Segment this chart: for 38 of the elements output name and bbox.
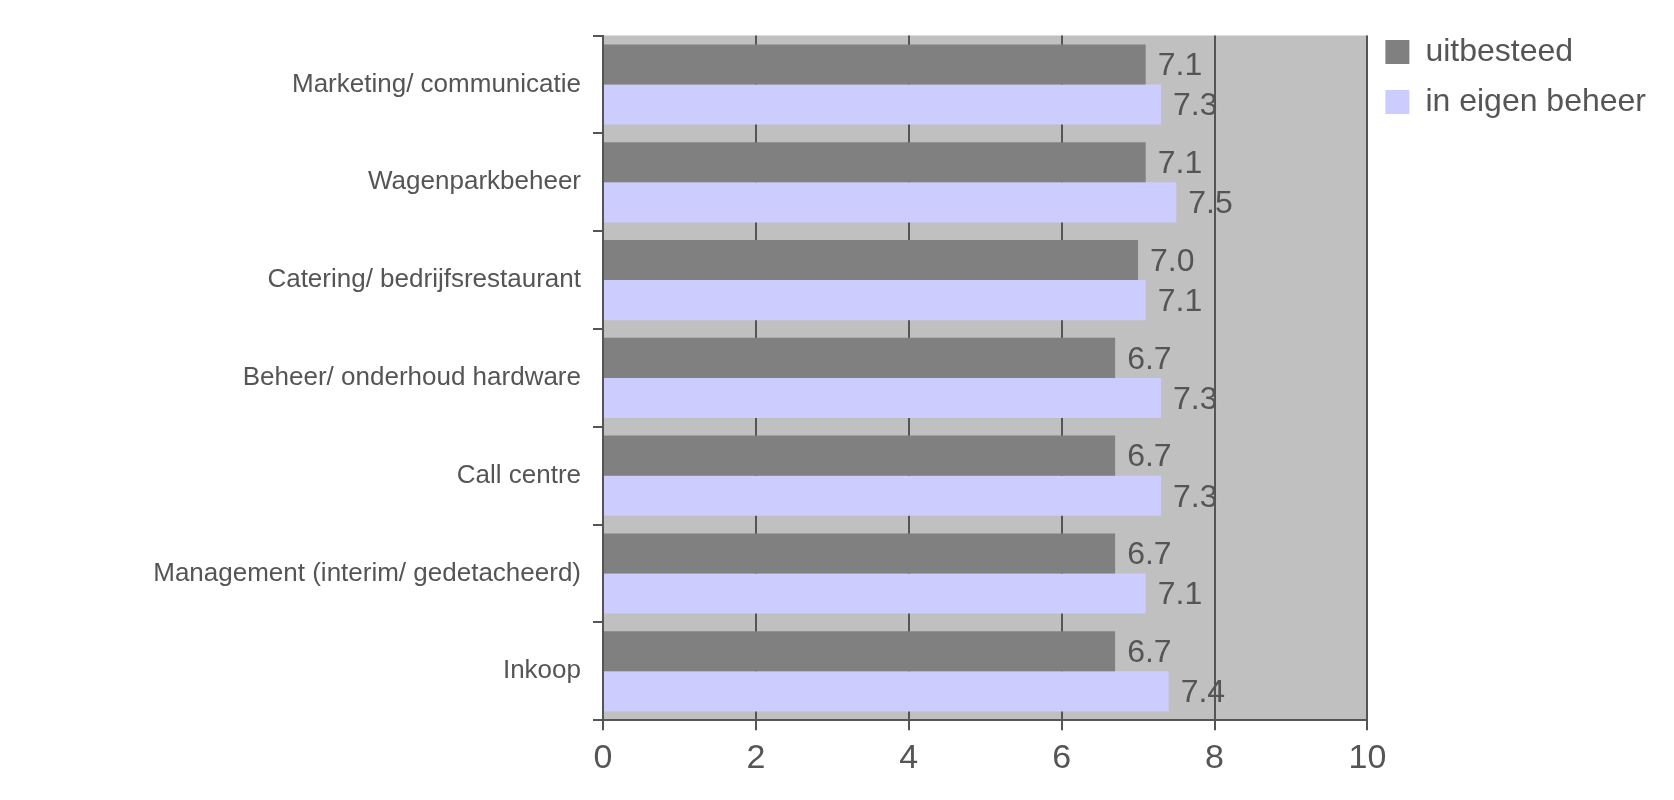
- y-tick-label: Wagenparkbeheer: [368, 165, 582, 196]
- bar: [604, 337, 1116, 378]
- bar: [604, 142, 1146, 183]
- bar: [604, 631, 1116, 672]
- data-label: 7.1: [1157, 46, 1203, 83]
- x-tick-label: 2: [746, 736, 766, 775]
- bar: [604, 533, 1116, 574]
- legend-label: uitbesteed: [1425, 31, 1574, 68]
- data-label: 6.7: [1127, 437, 1172, 474]
- y-tick-label: Marketing/ communicatie: [292, 67, 581, 98]
- data-label: 6.7: [1127, 339, 1172, 376]
- bar: [604, 84, 1161, 125]
- bar: [604, 182, 1177, 223]
- y-tick-label: Call centre: [456, 458, 581, 489]
- data-label: 6.7: [1127, 535, 1172, 572]
- x-tick-label: 4: [899, 736, 919, 775]
- legend-label: in eigen beheer: [1425, 81, 1647, 118]
- data-label: 7.1: [1157, 575, 1203, 612]
- x-tick-label: 6: [1052, 736, 1072, 775]
- bar: [604, 671, 1169, 712]
- bar: [604, 573, 1146, 614]
- y-tick-label: Beheer/ onderhoud hardware: [242, 361, 581, 392]
- bar: [604, 280, 1146, 321]
- bar: [604, 44, 1146, 85]
- y-tick-label: Catering/ bedrijfsrestaurant: [267, 263, 582, 294]
- data-label: 7.0: [1150, 241, 1195, 278]
- bar: [604, 240, 1139, 281]
- x-tick-label: 10: [1348, 736, 1387, 775]
- y-tick-label: Inkoop: [502, 654, 581, 685]
- data-label: 7.1: [1157, 281, 1203, 318]
- data-label: 7.1: [1157, 144, 1203, 181]
- data-label: 6.7: [1127, 633, 1172, 670]
- x-tick-label: 8: [1205, 736, 1224, 775]
- bar: [604, 475, 1161, 516]
- x-tick-label: 0: [593, 736, 613, 775]
- bar: [604, 377, 1161, 418]
- bar: [604, 435, 1116, 476]
- y-tick-label: Management (interim/ gedetacheerd): [153, 556, 581, 587]
